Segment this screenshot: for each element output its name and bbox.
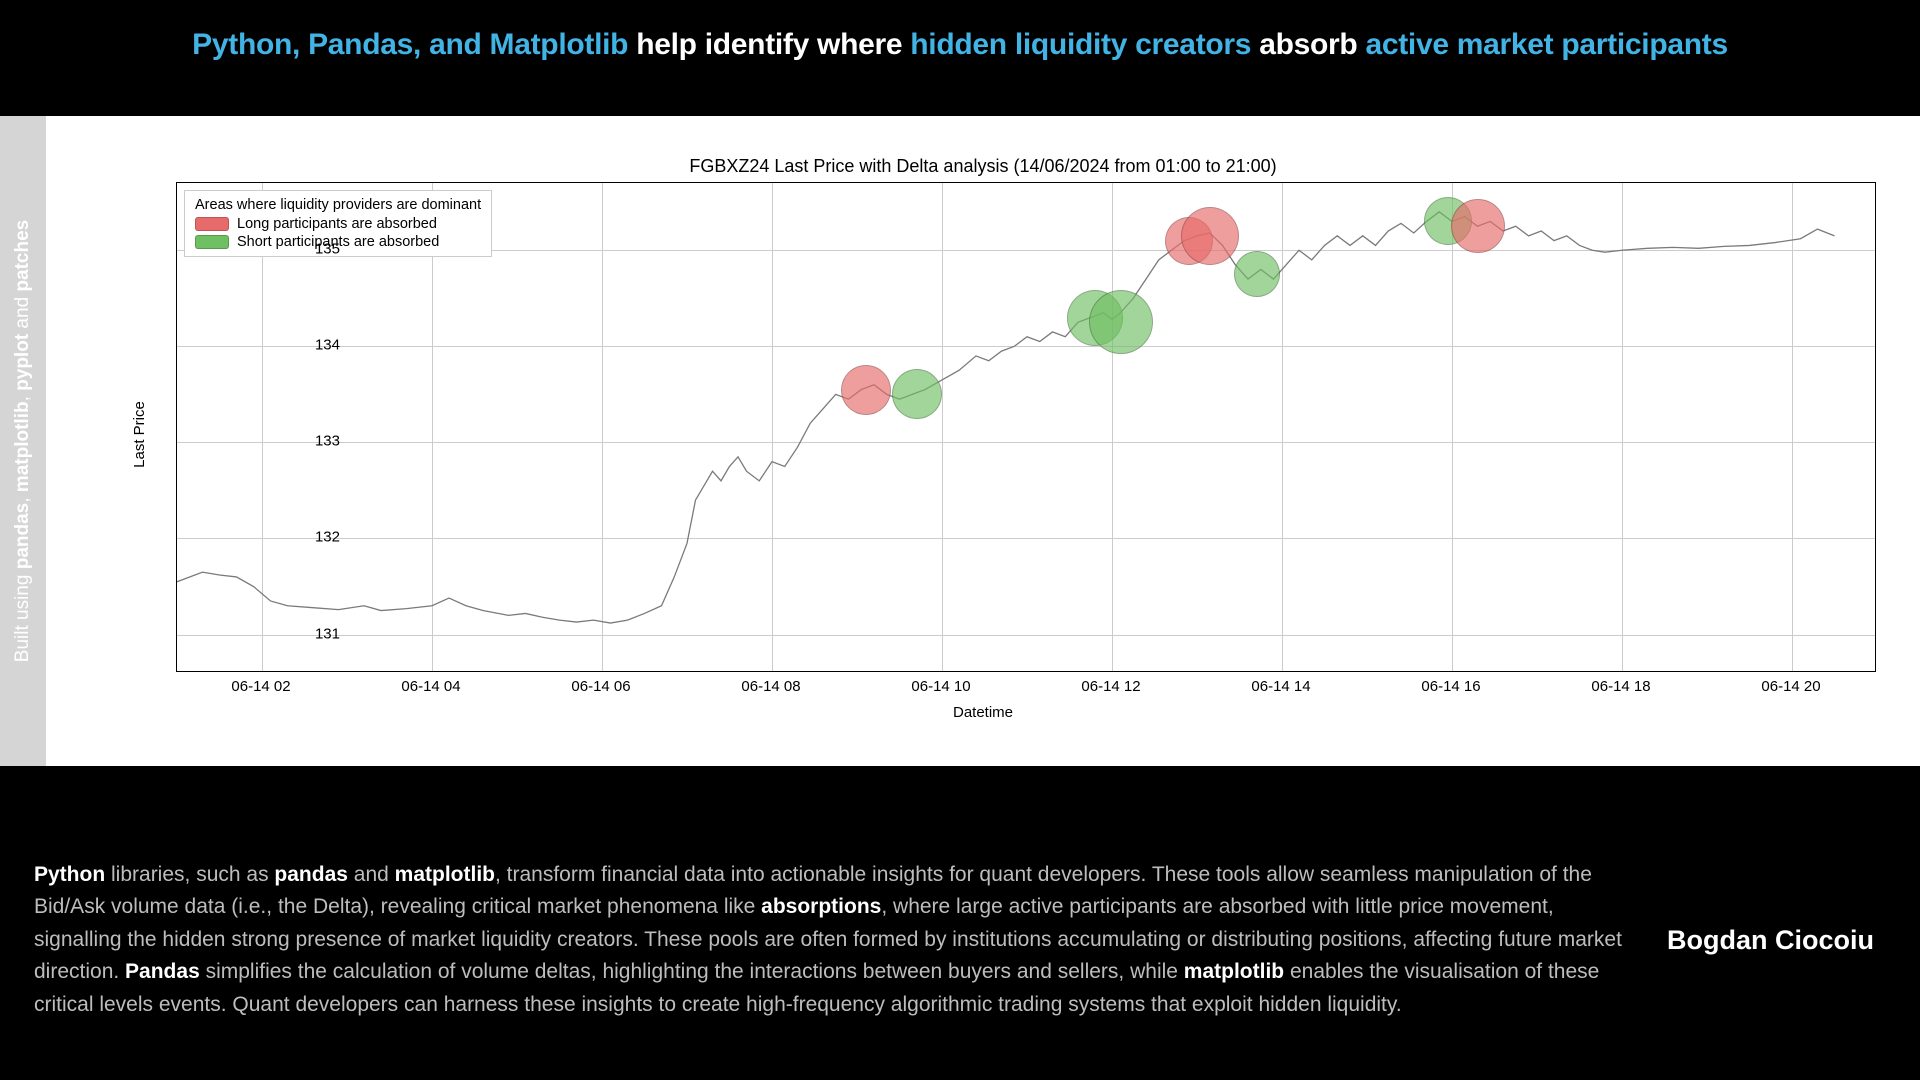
xtick-label: 06-14 16 <box>1421 678 1480 695</box>
absorption-marker <box>1234 251 1280 297</box>
sidebar-text: Built using pandas, matplotlib, pyplot a… <box>12 220 34 662</box>
legend-title: Areas where liquidity providers are domi… <box>195 197 481 213</box>
xtick-label: 06-14 10 <box>911 678 970 695</box>
ytick-label: 131 <box>315 625 340 642</box>
absorption-marker <box>1089 290 1153 354</box>
legend-patch-long <box>195 217 229 231</box>
title-seg-3: hidden liquidity creators <box>910 28 1251 61</box>
xtick-label: 06-14 04 <box>401 678 460 695</box>
ytick-label: 132 <box>315 529 340 546</box>
y-axis-label: Last Price <box>131 401 148 468</box>
title-seg-4: absorb <box>1251 28 1365 61</box>
chart-area: FGBXZ24 Last Price with Delta analysis (… <box>46 116 1920 766</box>
absorption-marker <box>1181 207 1239 265</box>
xtick-label: 06-14 12 <box>1081 678 1140 695</box>
xtick-label: 06-14 14 <box>1251 678 1310 695</box>
legend-patch-short <box>195 235 229 249</box>
absorption-marker <box>1451 199 1505 253</box>
chart-title: FGBXZ24 Last Price with Delta analysis (… <box>46 156 1920 177</box>
ytick-label: 133 <box>315 433 340 450</box>
legend-label-long: Long participants are absorbed <box>237 216 437 232</box>
sidebar: Built using pandas, matplotlib, pyplot a… <box>0 116 46 766</box>
xtick-label: 06-14 18 <box>1591 678 1650 695</box>
title-seg-5: active market participants <box>1365 28 1727 61</box>
footer: Python libraries, such as pandas and mat… <box>0 800 1920 1080</box>
xtick-label: 06-14 08 <box>741 678 800 695</box>
xtick-label: 06-14 02 <box>231 678 290 695</box>
absorption-marker <box>892 369 942 419</box>
footer-text: Python libraries, such as pandas and mat… <box>34 859 1637 1022</box>
ytick-label: 134 <box>315 337 340 354</box>
title-seg-1: Python, Pandas, and Matplotlib <box>192 28 628 61</box>
title-seg-2: help identify where <box>628 28 910 61</box>
xtick-label: 06-14 20 <box>1761 678 1820 695</box>
ytick-label: 135 <box>315 241 340 258</box>
x-axis-label: Datetime <box>46 704 1920 721</box>
xtick-label: 06-14 06 <box>571 678 630 695</box>
absorption-marker <box>841 365 891 415</box>
header: Python, Pandas, and Matplotlib help iden… <box>0 0 1920 90</box>
legend-row-long: Long participants are absorbed <box>195 216 481 232</box>
page-title: Python, Pandas, and Matplotlib help iden… <box>40 28 1880 62</box>
author: Bogdan Ciocoiu <box>1667 925 1886 956</box>
